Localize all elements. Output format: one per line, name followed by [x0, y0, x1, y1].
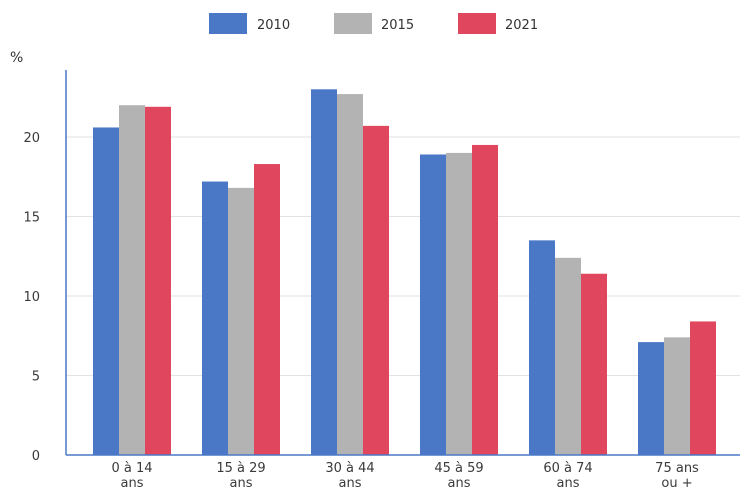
- bar-2015-4: [555, 257, 581, 455]
- y-axis-unit-label: %: [10, 50, 23, 66]
- x-tick-label-line: 75 ans: [655, 461, 699, 476]
- bar-2010-4: [529, 240, 555, 455]
- x-tick-label-line: ans: [121, 476, 144, 491]
- x-tick-label-line: ans: [339, 476, 362, 491]
- bar-2015-2: [337, 94, 363, 455]
- bar-2015-0: [119, 105, 145, 455]
- x-tick-label-line: ou +: [661, 476, 692, 491]
- legend-label-2021: 2021: [505, 18, 538, 33]
- legend-swatch-2010: [209, 13, 247, 34]
- bar-2010-5: [638, 342, 664, 455]
- bar-2015-5: [664, 337, 690, 455]
- bar-2010-3: [420, 154, 446, 456]
- bar-2021-5: [690, 321, 716, 455]
- legend-swatch-2021: [458, 13, 496, 34]
- x-tick-label: 30 à 44 ans: [325, 461, 374, 491]
- bar-2021-0: [145, 106, 171, 455]
- x-tick-label-line: 60 à 74: [543, 461, 592, 476]
- x-tick-label-line: ans: [557, 476, 580, 491]
- bar-2010-1: [202, 181, 228, 455]
- legend-swatch-2015: [334, 13, 372, 34]
- gridlines: [66, 136, 740, 376]
- x-tick-label-line: 45 à 59: [434, 461, 483, 476]
- x-tick-label-line: 15 à 29: [216, 461, 265, 476]
- y-tick-label: 0: [32, 449, 40, 464]
- bar-2010-2: [311, 89, 337, 456]
- bar-2021-3: [472, 144, 498, 455]
- x-tick-label-line: 30 à 44: [325, 461, 374, 476]
- bar-2015-3: [446, 152, 472, 455]
- x-tick-label-line: ans: [448, 476, 471, 491]
- y-axis-ticks: 0 5 10 15 20: [23, 131, 40, 464]
- legend: 2010 2015 2021: [209, 13, 538, 34]
- y-tick-label: 5: [32, 370, 40, 385]
- x-tick-label: 15 à 29 ans: [216, 461, 265, 491]
- x-tick-label: 45 à 59 ans: [434, 461, 483, 491]
- legend-item: 2010: [209, 13, 290, 34]
- y-tick-label: 10: [23, 290, 40, 305]
- x-tick-label: 0 à 14 ans: [111, 461, 152, 491]
- legend-label-2010: 2010: [257, 18, 290, 33]
- y-tick-label: 20: [23, 131, 40, 146]
- legend-label-2015: 2015: [381, 18, 414, 33]
- x-tick-label: 60 à 74 ans: [543, 461, 592, 491]
- bar-2021-1: [254, 164, 280, 455]
- x-tick-label: 75 ans ou +: [655, 461, 699, 491]
- legend-item: 2021: [458, 13, 538, 34]
- bar-2021-4: [581, 273, 607, 455]
- bar-2021-2: [363, 125, 389, 456]
- bars: [93, 89, 716, 456]
- y-tick-label: 15: [23, 211, 40, 226]
- x-tick-label-line: ans: [230, 476, 253, 491]
- bar-2015-1: [228, 187, 254, 455]
- bar-2010-0: [93, 127, 119, 456]
- legend-item: 2015: [334, 13, 414, 34]
- x-tick-label-line: 0 à 14: [111, 461, 152, 476]
